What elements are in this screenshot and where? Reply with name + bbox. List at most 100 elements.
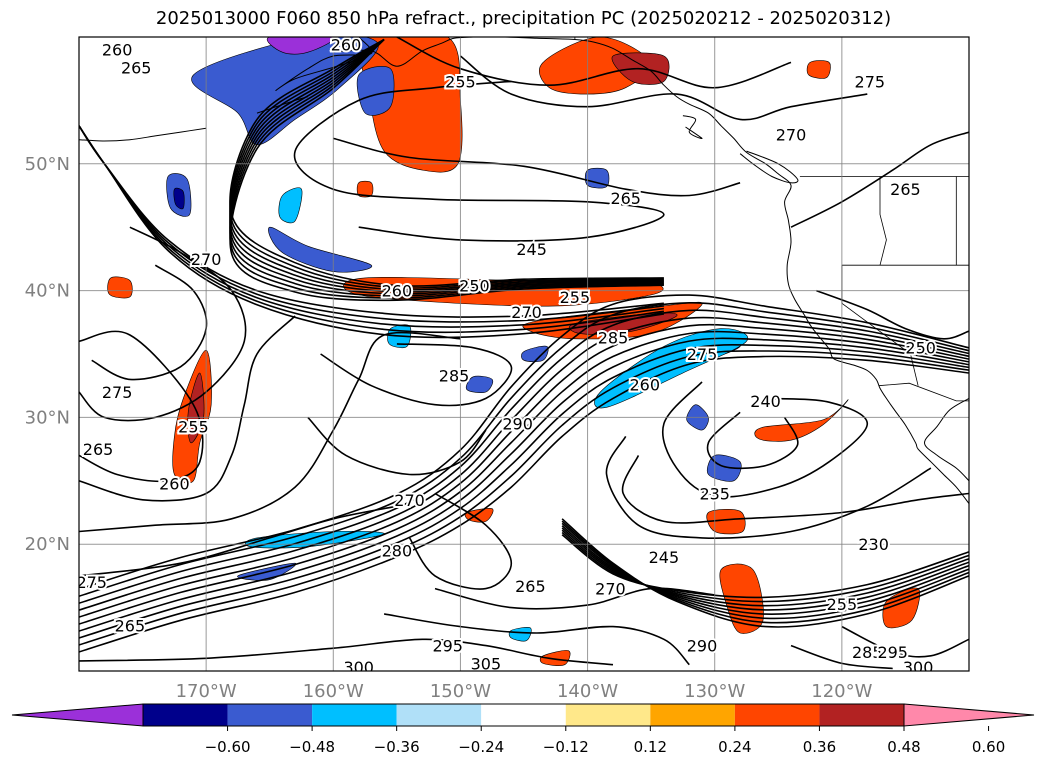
contour-line	[307, 416, 487, 476]
contour-label: 285	[852, 643, 883, 662]
colorbar-tick-label: 0.48	[887, 738, 920, 756]
precip-area	[268, 226, 372, 273]
coastline	[79, 127, 207, 142]
colorbar-swatch	[227, 704, 313, 726]
contour-line	[79, 505, 398, 577]
colorbar-tick-label: 0.24	[718, 738, 751, 756]
contour-line	[79, 323, 969, 618]
precip-area	[173, 187, 185, 210]
contour-label: 260	[102, 41, 133, 60]
contour-line	[841, 625, 969, 658]
colorbar-swatch	[312, 704, 397, 726]
contour-line	[293, 80, 665, 242]
coastline	[739, 150, 799, 184]
contour-line	[790, 131, 969, 228]
precip-area	[356, 66, 395, 116]
colorbar-tick-label: −0.24	[458, 738, 504, 756]
colorbar-swatch	[481, 704, 566, 726]
contour-label: 260	[331, 36, 362, 55]
contour-label: 265	[515, 577, 546, 596]
contour-label: 235	[699, 484, 730, 503]
contour-line	[79, 331, 461, 533]
contour-label: 255	[827, 595, 858, 614]
border-line	[878, 382, 969, 402]
contour-label: 275	[76, 573, 107, 592]
contour-line	[79, 337, 969, 632]
colorbar-tick-label: −0.36	[374, 738, 420, 756]
contour-line	[79, 330, 204, 483]
precip-area	[508, 627, 532, 642]
contour-line	[79, 316, 969, 611]
colorbar-tick-label: 0.36	[803, 738, 836, 756]
lon-tick-label: 140°W	[557, 681, 618, 702]
refractivity-contours	[79, 37, 969, 670]
contour-label: 270	[394, 491, 425, 510]
lat-tick-label: 50°N	[25, 154, 70, 175]
contour-label: 265	[610, 189, 641, 208]
precip-area	[521, 345, 549, 363]
contour-label: 290	[502, 415, 533, 434]
colorbar-frame	[142, 703, 905, 727]
contour-label: 300	[903, 658, 934, 677]
contour-line	[79, 294, 969, 590]
contour-label: 230	[858, 535, 889, 554]
contour-label: 270	[776, 126, 807, 145]
contour-line	[561, 525, 969, 615]
coastline	[275, 37, 373, 91]
lon-tick-label: 150°W	[430, 681, 491, 702]
colorbar-swatch	[734, 704, 820, 726]
precip-area	[539, 650, 571, 666]
border-line	[879, 176, 887, 266]
colorbar-swatch	[396, 704, 482, 726]
lon-tick-label: 130°W	[684, 681, 745, 702]
contour-line	[229, 38, 664, 297]
contour-label: 265	[115, 616, 146, 635]
contour-line	[408, 492, 513, 590]
contour-label: 270	[191, 250, 222, 269]
contour-label: 250	[905, 339, 936, 358]
lon-tick-label: 170°W	[176, 681, 237, 702]
contour-line	[79, 350, 969, 646]
contour-label: 285	[439, 367, 470, 386]
contour-label: 240	[750, 392, 781, 411]
contour-line	[79, 355, 969, 653]
contour-label: 265	[121, 58, 152, 77]
axis-ticks: 170°W 160°W 150°W 140°W 130°W 120°W 50°N 40°N 30…	[25, 154, 873, 702]
contour-label: 245	[649, 548, 680, 567]
contour-label: 280	[382, 542, 413, 561]
colorbar-swatch	[143, 704, 228, 726]
contour-label: 270	[511, 303, 542, 322]
contour-line	[706, 411, 799, 470]
contour-line	[561, 529, 969, 607]
contour-line	[561, 522, 969, 620]
contour-line	[396, 37, 792, 89]
colorbar-extend-low	[11, 703, 144, 727]
lat-lon-grid	[79, 37, 969, 671]
coastline	[485, 37, 969, 504]
contour-line	[79, 309, 969, 604]
lat-tick-label: 20°N	[25, 534, 70, 555]
contour-line	[605, 435, 932, 539]
contour-label: 275	[855, 72, 886, 91]
map-title: 2025013000 F060 850 hPa refract., precip…	[155, 8, 892, 29]
contour-label: 300	[343, 658, 374, 677]
precip-area	[278, 187, 303, 224]
coastline	[333, 37, 474, 67]
contour-line	[229, 38, 664, 291]
contour-label: 255	[560, 288, 591, 307]
lat-tick-label: 30°N	[25, 407, 70, 428]
contour-line	[229, 38, 664, 293]
colorbar-tick-label: −0.12	[543, 738, 589, 756]
colorbar: −0.60 −0.48 −0.36 −0.24 −0.12 0.12 0.24 0.36 0.4…	[11, 703, 1035, 756]
precip-area	[754, 399, 849, 442]
contour-label: 275	[102, 383, 133, 402]
border-line	[910, 353, 919, 386]
colorbar-tick-label: 0.60	[972, 738, 1005, 756]
contour-label: 250	[459, 277, 490, 296]
contour-line	[79, 638, 614, 666]
contour-line	[91, 264, 208, 381]
precip-area	[107, 276, 133, 299]
contour-line	[561, 534, 969, 599]
contour-label: 255	[178, 417, 209, 436]
